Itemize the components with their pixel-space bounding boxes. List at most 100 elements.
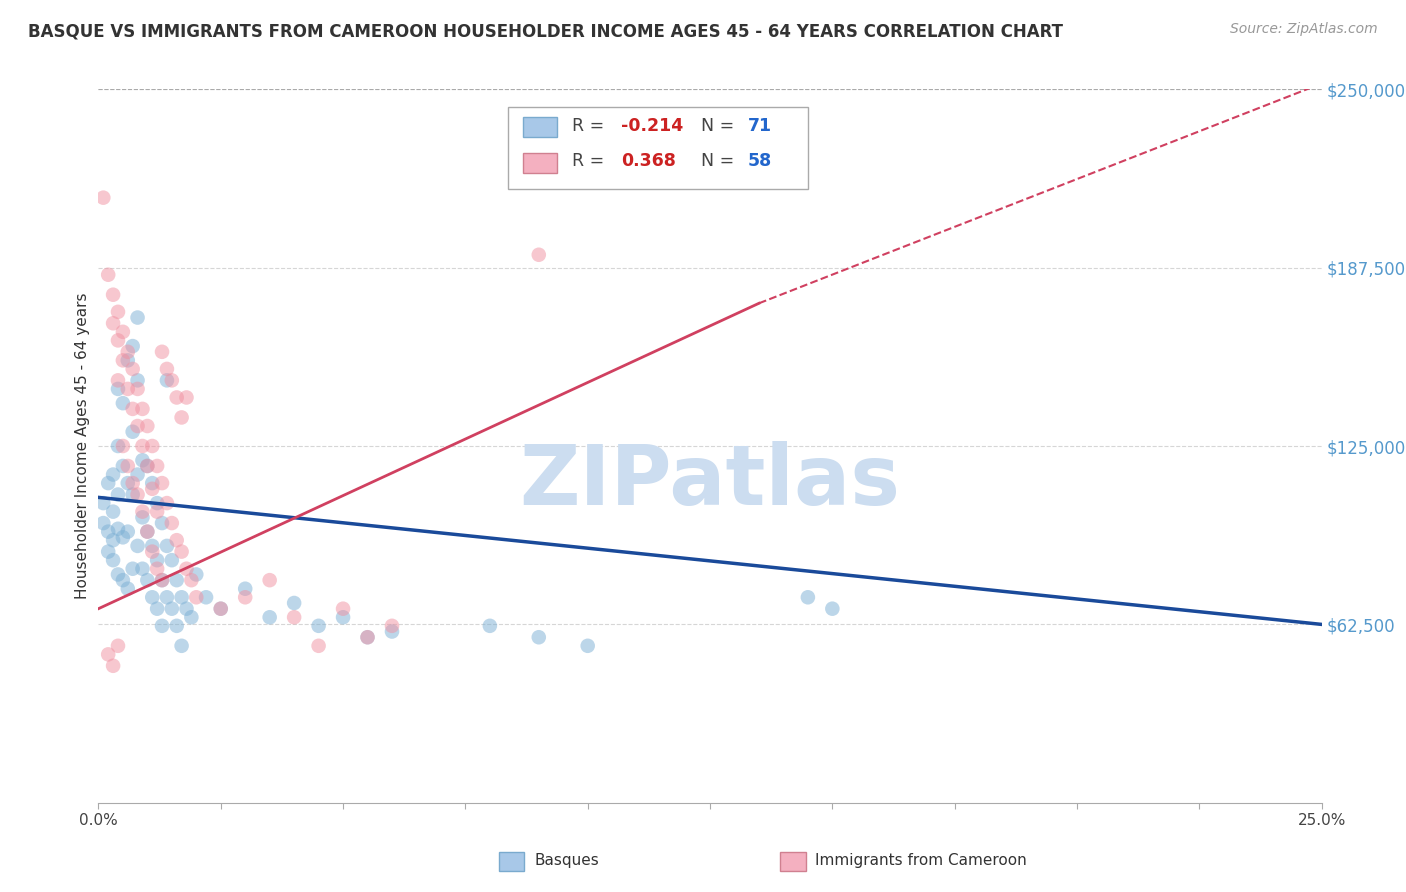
Point: [186, 591, 208, 605]
Point: [107, 487, 129, 501]
Point: [150, 476, 173, 491]
Point: [160, 601, 183, 615]
Point: [127, 467, 149, 482]
Point: [209, 601, 232, 615]
Point: [131, 505, 153, 519]
Point: [160, 373, 183, 387]
Text: Basques: Basques: [534, 854, 599, 868]
Point: [797, 591, 820, 605]
Point: [821, 601, 844, 615]
Point: [356, 630, 378, 644]
Point: [170, 544, 193, 558]
Point: [170, 410, 193, 425]
Point: [97, 524, 120, 539]
Point: [107, 373, 129, 387]
Text: R =: R =: [572, 153, 610, 170]
Point: [117, 524, 139, 539]
Point: [156, 591, 179, 605]
Point: [117, 476, 139, 491]
Point: [107, 382, 129, 396]
Point: [259, 610, 281, 624]
Point: [166, 391, 188, 405]
Point: [127, 539, 149, 553]
Point: [195, 591, 218, 605]
Point: [381, 619, 404, 633]
Bar: [523, 153, 557, 173]
Point: [121, 487, 143, 501]
Point: [131, 439, 153, 453]
Point: [141, 476, 163, 491]
Point: [91, 191, 114, 205]
Point: [160, 553, 183, 567]
Point: [121, 339, 143, 353]
Point: [283, 610, 305, 624]
Point: [186, 567, 208, 582]
Point: [111, 353, 134, 368]
Point: [136, 458, 159, 473]
Point: [527, 630, 550, 644]
Point: [233, 591, 256, 605]
Point: [527, 248, 550, 262]
Point: [146, 496, 169, 510]
Text: 71: 71: [748, 117, 772, 135]
Text: Source: ZipAtlas.com: Source: ZipAtlas.com: [1230, 22, 1378, 37]
Point: [127, 419, 149, 434]
Text: ZIPatlas: ZIPatlas: [520, 442, 900, 522]
Point: [97, 544, 120, 558]
Point: [146, 505, 169, 519]
Point: [141, 591, 163, 605]
Point: [209, 601, 232, 615]
Point: [91, 516, 114, 530]
Point: [166, 533, 188, 548]
Point: [308, 619, 330, 633]
Point: [141, 439, 163, 453]
FancyBboxPatch shape: [508, 107, 808, 189]
Point: [121, 362, 143, 376]
Y-axis label: Householder Income Ages 45 - 64 years: Householder Income Ages 45 - 64 years: [75, 293, 90, 599]
Point: [160, 516, 183, 530]
Point: [121, 425, 143, 439]
Point: [233, 582, 256, 596]
Text: 0.368: 0.368: [620, 153, 676, 170]
Point: [131, 510, 153, 524]
Point: [136, 573, 159, 587]
Point: [146, 601, 169, 615]
Point: [121, 476, 143, 491]
Point: [478, 619, 501, 633]
Point: [150, 573, 173, 587]
Point: [107, 639, 129, 653]
Point: [136, 524, 159, 539]
Point: [101, 287, 124, 301]
Point: [146, 553, 169, 567]
Point: [97, 476, 120, 491]
Point: [117, 582, 139, 596]
Point: [91, 496, 114, 510]
Point: [127, 382, 149, 396]
Point: [117, 382, 139, 396]
Point: [146, 562, 169, 576]
Point: [97, 268, 120, 282]
Point: [101, 553, 124, 567]
Point: [107, 305, 129, 319]
Point: [117, 353, 139, 368]
Point: [136, 458, 159, 473]
Point: [166, 573, 188, 587]
Point: [121, 401, 143, 416]
Point: [127, 310, 149, 325]
Point: [283, 596, 305, 610]
Point: [117, 458, 139, 473]
Point: [131, 562, 153, 576]
Text: R =: R =: [572, 117, 610, 135]
Point: [111, 573, 134, 587]
Point: [150, 516, 173, 530]
Point: [111, 325, 134, 339]
Point: [576, 639, 599, 653]
Text: Immigrants from Cameroon: Immigrants from Cameroon: [815, 854, 1028, 868]
Point: [176, 391, 198, 405]
Point: [156, 373, 179, 387]
Point: [176, 601, 198, 615]
Point: [170, 639, 193, 653]
Point: [156, 539, 179, 553]
Point: [141, 544, 163, 558]
Point: [131, 401, 153, 416]
